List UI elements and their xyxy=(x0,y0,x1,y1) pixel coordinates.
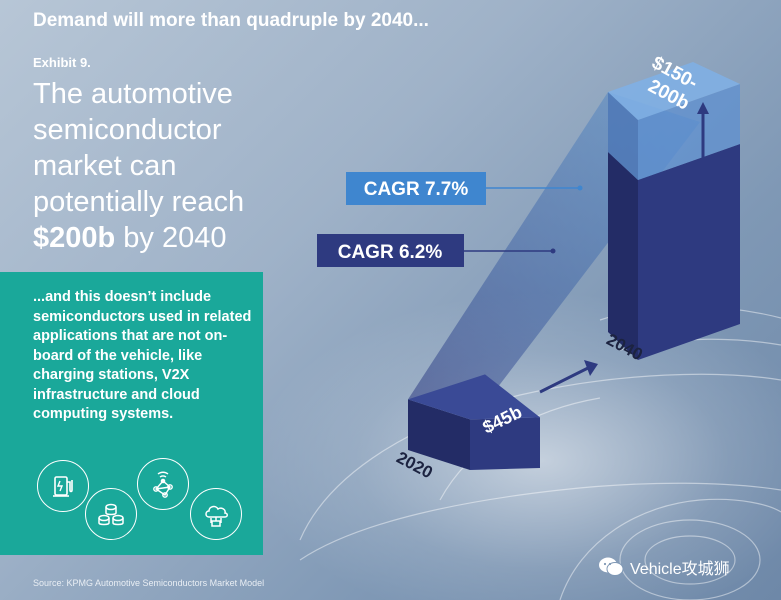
main-title-suffix: by 2040 xyxy=(123,222,227,254)
bar-2020-left-face xyxy=(408,399,470,470)
range-arrow-head xyxy=(697,102,709,114)
cagr-high-dot xyxy=(577,185,583,191)
network-icon xyxy=(137,458,189,510)
main-title-text: The automotive semiconductor market can … xyxy=(33,78,245,218)
cloud-computing-icon xyxy=(190,488,242,540)
cagr-high-box xyxy=(346,172,486,205)
growth-arrow-shaft xyxy=(539,366,589,394)
bar-2040-range-front-face xyxy=(638,84,740,180)
growth-arrow-head xyxy=(584,360,598,376)
headline: Demand will more than quadruple by 2040.… xyxy=(33,10,429,31)
bar-2040-front-face xyxy=(638,144,740,360)
main-title-emphasis: $200b xyxy=(33,222,116,254)
cagr-high-label: CAGR 7.7% xyxy=(364,179,469,200)
main-title: The automotive semiconductor market can … xyxy=(33,76,283,256)
bar-2020-top-face xyxy=(408,374,540,420)
database-icon xyxy=(85,488,137,540)
chat-bubble-icon xyxy=(599,557,624,576)
cagr-low-box xyxy=(317,234,464,267)
source-note: Source: KPMG Automotive Semiconductors M… xyxy=(33,578,265,588)
bar-2020-front-face xyxy=(470,417,540,470)
exhibit-label: Exhibit 9. xyxy=(33,55,91,70)
watermark: Vehicle攻城狮 xyxy=(598,555,730,579)
cagr-low-dot xyxy=(550,248,556,254)
bar-2040-left-face xyxy=(608,152,638,360)
cagr-low-label: CAGR 6.2% xyxy=(338,242,443,263)
watermark-text: Vehicle攻城狮 xyxy=(630,561,730,578)
bar-2040-range-top-face xyxy=(608,62,740,120)
bar-2040-range-left-face xyxy=(608,92,638,180)
ev-charger-icon xyxy=(37,460,89,512)
note-box: ...and this doesn’t include semiconducto… xyxy=(0,272,263,555)
note-text: ...and this doesn’t include semiconducto… xyxy=(33,289,252,422)
